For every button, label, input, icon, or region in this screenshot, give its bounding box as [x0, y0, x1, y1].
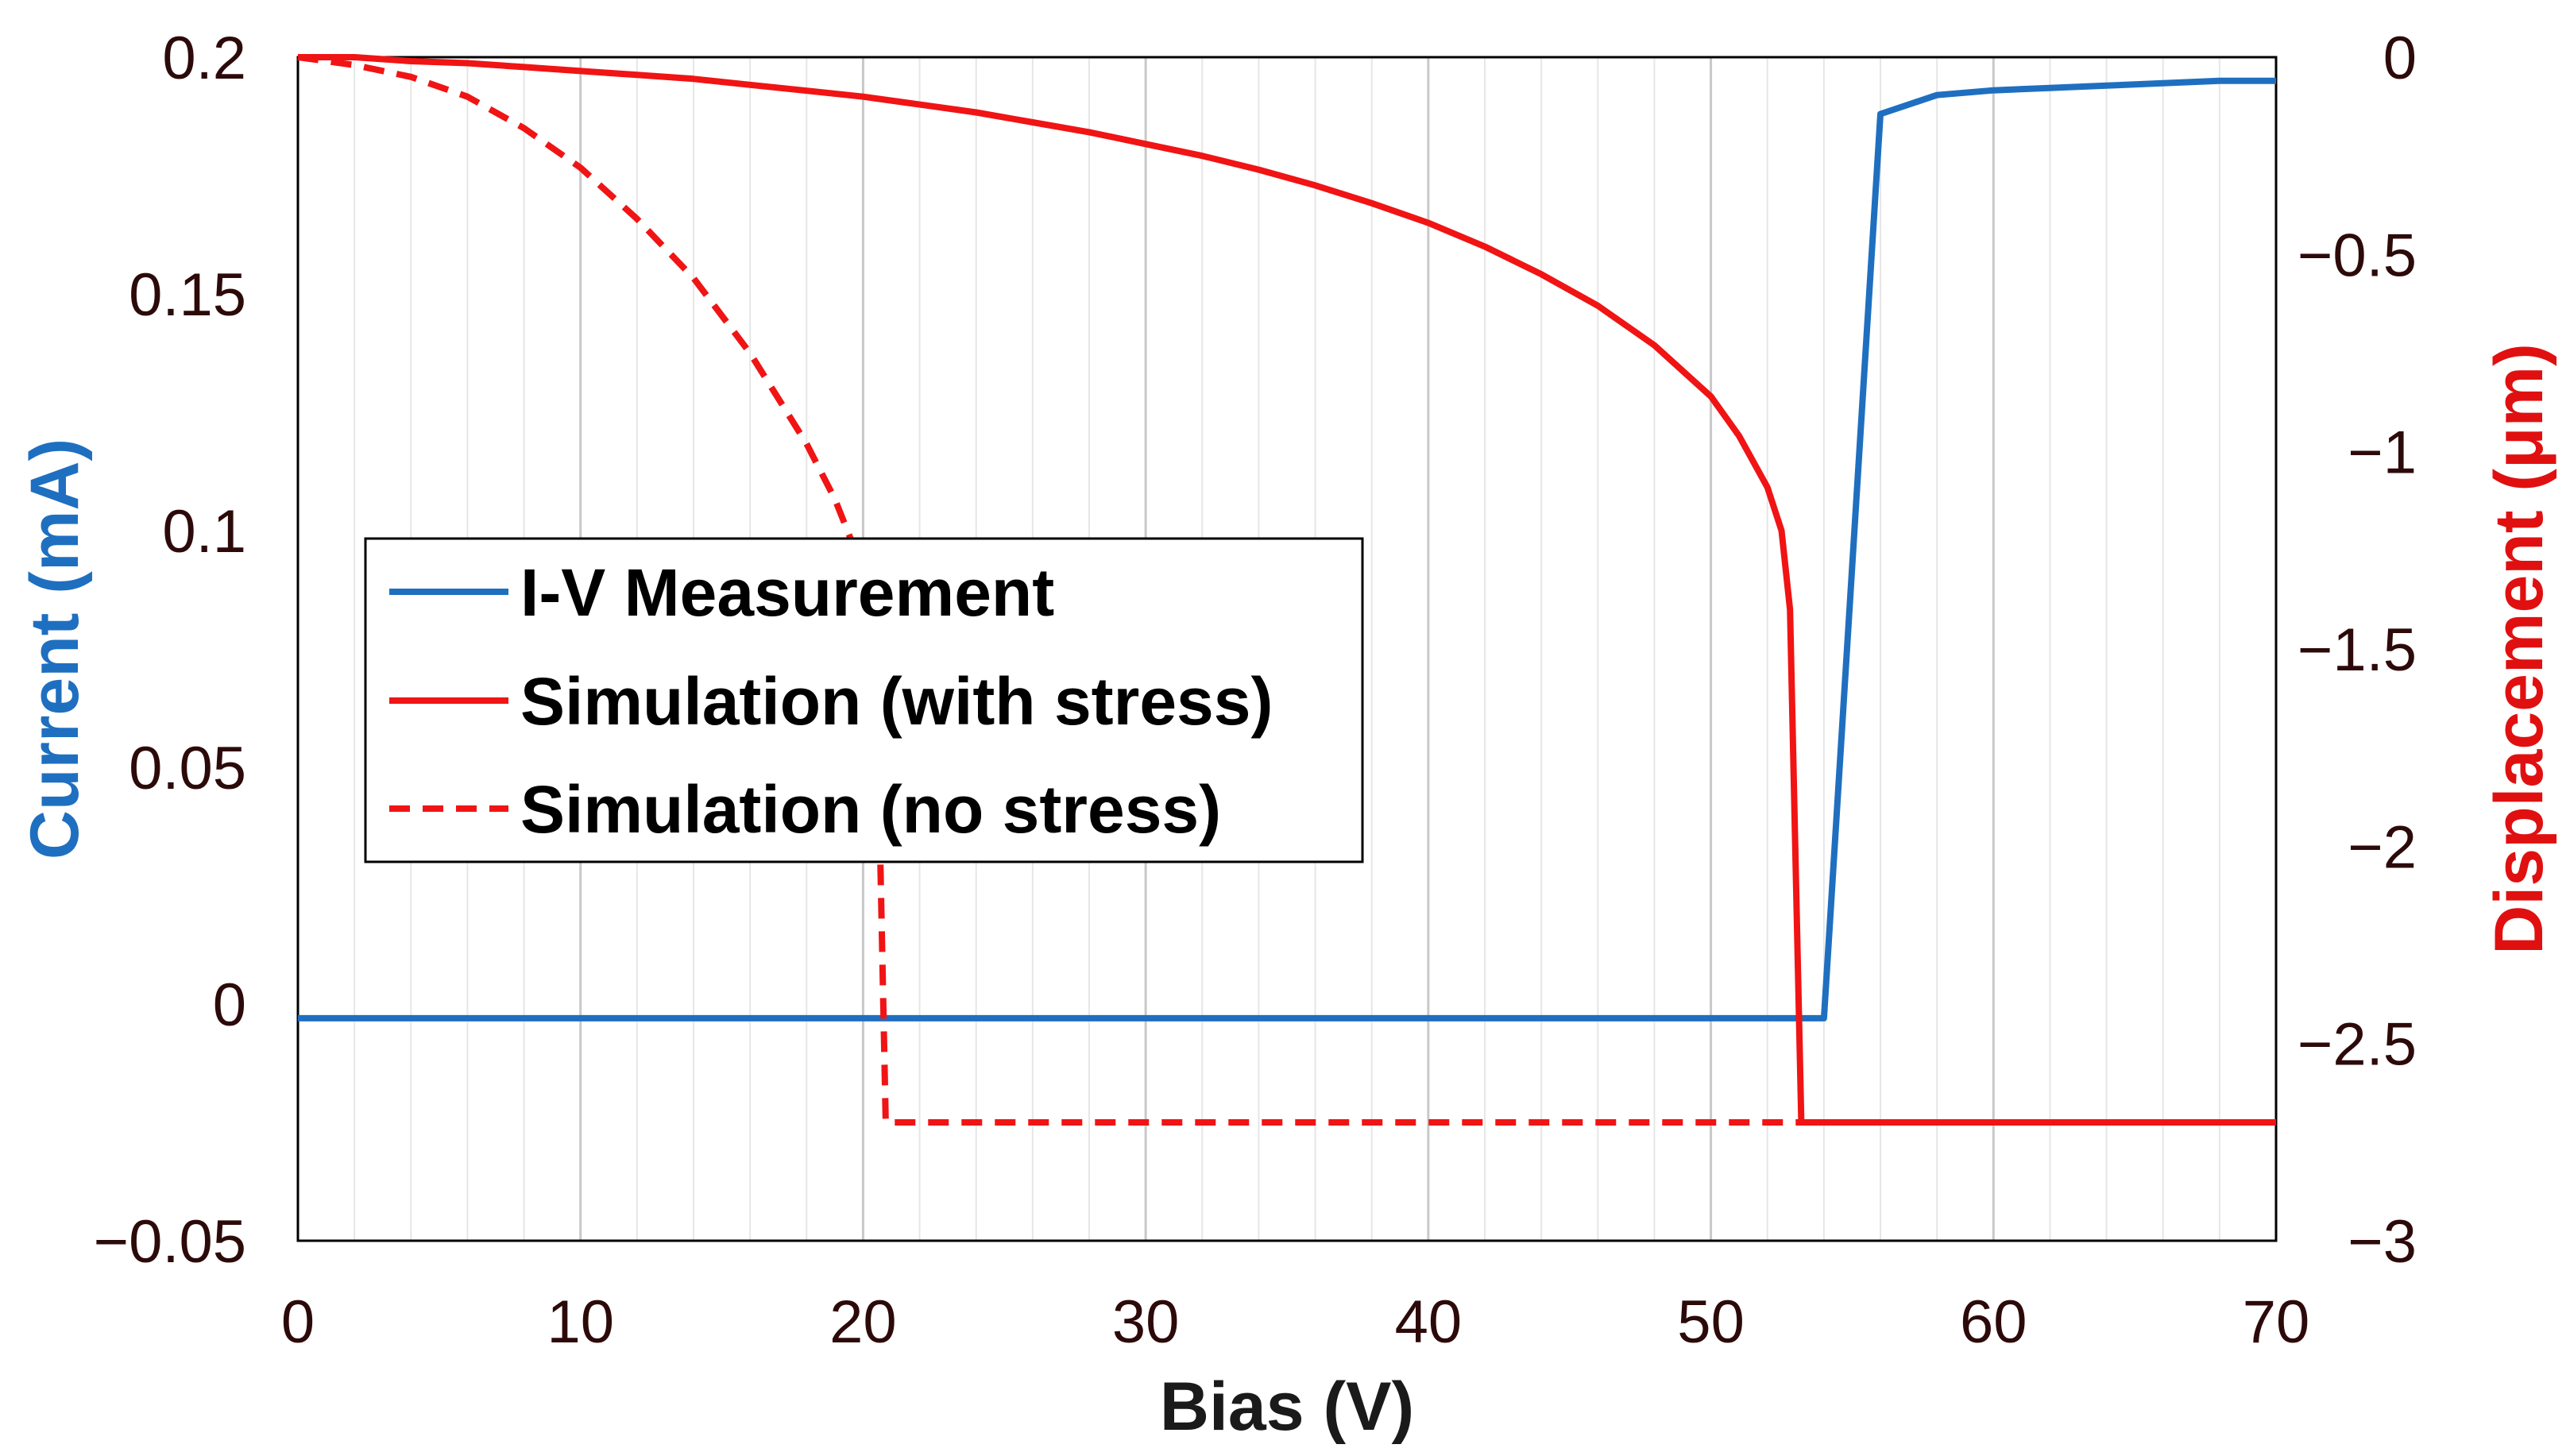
left-axis-title: Current (mA) — [17, 438, 93, 859]
right-axis-title: Displacement (μm) — [2481, 343, 2557, 954]
right-tick-label: −2 — [2348, 813, 2417, 881]
legend: I-V Measurement Simulation (with stress) S… — [364, 537, 1364, 863]
legend-label: Simulation (no stress) — [520, 772, 1221, 847]
left-tick-label: 0.1 — [162, 498, 246, 566]
series-layer — [297, 54, 2276, 1126]
x-axis-tick-labels: 0 10 20 30 40 50 60 70 — [281, 1288, 2309, 1356]
x-tick-label: 40 — [1395, 1288, 1463, 1356]
x-tick-label: 20 — [829, 1288, 897, 1356]
right-tick-label: −2.5 — [2298, 1011, 2417, 1079]
legend-box — [364, 537, 1364, 863]
x-tick-label: 50 — [1677, 1288, 1745, 1356]
right-tick-label: −1.5 — [2298, 616, 2417, 684]
right-tick-label: −3 — [2348, 1208, 2417, 1276]
x-tick-label: 60 — [1960, 1288, 2027, 1356]
left-tick-label: 0.2 — [162, 25, 246, 92]
x-tick-label: 70 — [2243, 1288, 2310, 1356]
left-tick-label: 0.05 — [129, 735, 246, 802]
plot-area-border — [296, 56, 2278, 1242]
right-tick-label: −0.5 — [2298, 222, 2417, 289]
right-axis-tick-labels: 0 −0.5 −1 −1.5 −2 −2.5 −3 — [2298, 25, 2417, 1276]
x-tick-label: 10 — [547, 1288, 614, 1356]
legend-label: Simulation (with stress) — [520, 664, 1273, 739]
left-axis-tick-labels: 0.2 0.15 0.1 0.05 0 −0.05 — [94, 25, 246, 1276]
x-tick-label: 30 — [1112, 1288, 1180, 1356]
right-tick-label: 0 — [2383, 25, 2417, 92]
left-tick-label: −0.05 — [94, 1208, 246, 1276]
x-tick-label: 0 — [281, 1288, 315, 1356]
left-tick-label: 0 — [213, 971, 246, 1039]
right-tick-label: −1 — [2348, 419, 2417, 487]
x-axis-title: Bias (V) — [1160, 1369, 1414, 1445]
series-line-1 — [298, 77, 2276, 1022]
legend-label: I-V Measurement — [520, 555, 1054, 630]
left-tick-label: 0.15 — [129, 261, 246, 329]
